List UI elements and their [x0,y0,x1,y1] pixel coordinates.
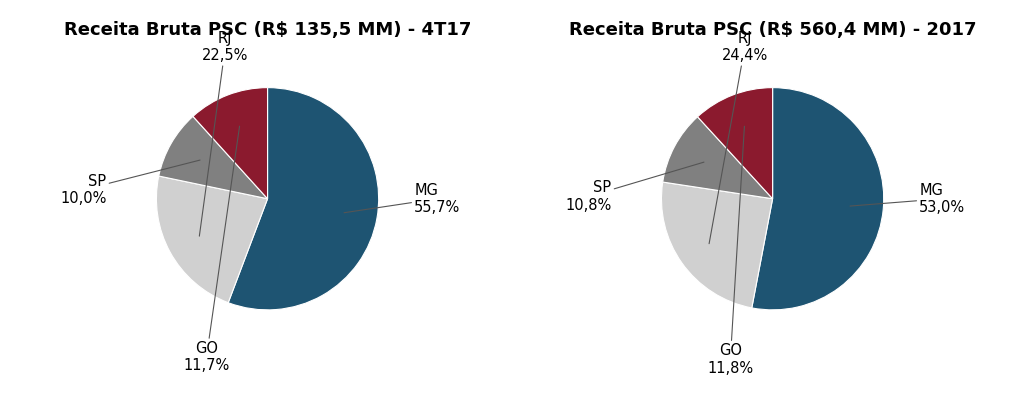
Text: SP
10,8%: SP 10,8% [565,162,703,213]
Wedge shape [157,176,267,303]
Wedge shape [228,88,379,310]
Wedge shape [159,116,267,199]
Text: SP
10,0%: SP 10,0% [60,160,200,206]
Text: RJ
24,4%: RJ 24,4% [709,31,768,244]
Text: MG
53,0%: MG 53,0% [850,183,966,215]
Title: Receita Bruta PSC (R$ 135,5 MM) - 4T17: Receita Bruta PSC (R$ 135,5 MM) - 4T17 [63,21,471,39]
Text: MG
55,7%: MG 55,7% [344,183,461,215]
Wedge shape [697,88,772,199]
Wedge shape [193,88,267,199]
Text: GO
11,7%: GO 11,7% [183,126,240,374]
Title: Receita Bruta PSC (R$ 560,4 MM) - 2017: Receita Bruta PSC (R$ 560,4 MM) - 2017 [569,21,976,39]
Wedge shape [662,182,772,308]
Text: GO
11,8%: GO 11,8% [708,126,754,376]
Wedge shape [663,117,772,199]
Wedge shape [752,88,884,310]
Text: RJ
22,5%: RJ 22,5% [200,31,249,236]
